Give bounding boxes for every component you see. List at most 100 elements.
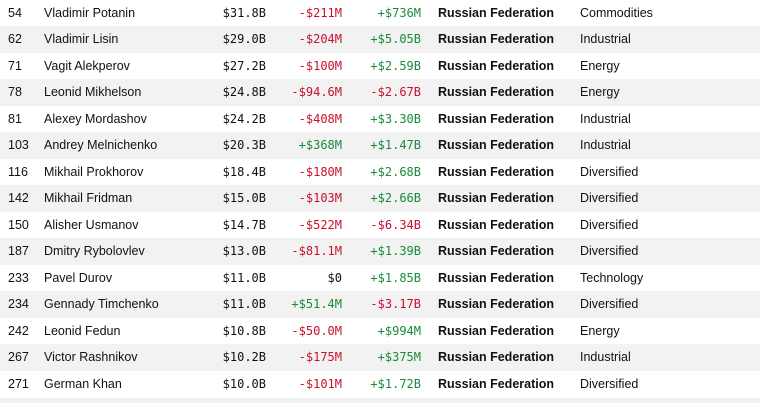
ytd-change-cell: +$5.05B [370, 32, 421, 46]
industry-cell: Energy [580, 58, 620, 73]
industry-cell: Diversified [580, 297, 639, 311]
rank-cell: 62 [8, 32, 22, 46]
rank-cell: 271 [8, 376, 29, 391]
name-cell: Vladimir Lisin [44, 32, 119, 46]
country-cell: Russian Federation [438, 217, 554, 232]
table-row[interactable]: 71 Vagit Alekperov $27.2B -$100M +$2.59B Russ… [0, 53, 760, 80]
name-cell: Pavel Durov [44, 270, 113, 285]
country-cell: Russian Federation [438, 6, 554, 20]
ytd-change-cell: +$736M [377, 6, 421, 20]
ytd-change-cell: +$1.39B [370, 244, 421, 258]
table-row[interactable]: 62 Vladimir Lisin $29.0B -$204M +$5.05B Russi… [0, 26, 760, 53]
rank-cell: 234 [8, 297, 29, 311]
table-row[interactable]: 78 Leonid Mikhelson $24.8B -$94.6M -$2.67B Ru… [0, 79, 760, 106]
table-row[interactable]: 142 Mikhail Fridman $15.0B -$103M +$2.66B Rus… [0, 185, 760, 212]
ytd-change-cell: +$2.59B [370, 58, 421, 73]
name-cell: Alexey Mordashov [44, 111, 147, 126]
country-cell: Russian Federation [438, 164, 554, 179]
rank-cell: 142 [8, 191, 29, 205]
last-change-cell: -$204M [298, 32, 342, 46]
country-cell: Russian Federation [438, 376, 554, 391]
name-cell: Alisher Usmanov [44, 217, 139, 232]
last-change-cell: -$101M [298, 376, 342, 391]
name-cell: Victor Rashnikov [44, 350, 138, 364]
industry-cell: Industrial [580, 111, 631, 126]
ytd-change-cell: +$2.68B [370, 164, 421, 179]
rank-cell: 242 [8, 323, 29, 338]
country-cell: Russian Federation [438, 191, 554, 205]
industry-cell: Diversified [580, 191, 639, 205]
country-cell: Russian Federation [438, 270, 554, 285]
industry-cell: Industrial [580, 138, 631, 152]
rank-cell: 103 [8, 138, 29, 152]
net-worth-cell: $31.8B [222, 6, 266, 20]
country-cell: Russian Federation [438, 32, 554, 46]
net-worth-cell: $14.7B [222, 217, 266, 232]
country-cell: Russian Federation [438, 58, 554, 73]
country-cell: Russian Federation [438, 244, 554, 258]
table-row[interactable]: 103 Andrey Melnichenko $20.3B +$368M +$1.47B… [0, 132, 760, 159]
rank-cell: 233 [8, 270, 29, 285]
name-cell: Vagit Alekperov [44, 58, 130, 73]
net-worth-cell: $15.0B [222, 191, 266, 205]
table-row[interactable]: 234 Gennady Timchenko $11.0B +$51.4M -$3.17B… [0, 291, 760, 318]
industry-cell: Commodities [580, 6, 653, 20]
industry-cell: Diversified [580, 376, 639, 391]
net-worth-cell: $10.2B [222, 350, 266, 364]
net-worth-cell: $27.2B [222, 58, 266, 73]
rank-cell: 150 [8, 217, 29, 232]
table-row[interactable]: 242 Leonid Fedun $10.8B -$50.0M +$994M Russia… [0, 318, 760, 345]
industry-cell: Industrial [580, 32, 631, 46]
country-cell: Russian Federation [438, 85, 554, 99]
rank-cell: 78 [8, 85, 22, 99]
industry-cell: Technology [580, 270, 644, 285]
table-bottom-edge [0, 398, 760, 403]
name-cell: Mikhail Fridman [44, 191, 133, 205]
net-worth-cell: $10.0B [222, 376, 266, 391]
ytd-change-cell: +$375M [377, 350, 421, 364]
table-row[interactable]: 267 Victor Rashnikov $10.2B -$175M +$375M Rus… [0, 344, 760, 371]
last-change-cell: -$81.1M [291, 244, 342, 258]
table-row[interactable]: 271 German Khan $10.0B -$101M +$1.72B Russian… [0, 371, 760, 398]
table-row[interactable]: 54 Vladimir Potanin $31.8B -$211M +$736M Russ… [0, 0, 760, 26]
ytd-change-cell: -$2.67B [370, 85, 421, 99]
table-row[interactable]: 81 Alexey Mordashov $24.2B -$408M +$3.30B Rus… [0, 106, 760, 133]
ytd-change-cell: +$1.85B [370, 270, 421, 285]
rank-cell: 71 [8, 58, 22, 73]
table-row[interactable]: 150 Alisher Usmanov $14.7B -$522M -$6.34B Rus… [0, 212, 760, 239]
name-cell: Andrey Melnichenko [44, 138, 158, 152]
table-row[interactable]: 233 Pavel Durov $11.0B $0 +$1.85B Russian Fed… [0, 265, 760, 292]
name-cell: Dmitry Rybolovlev [44, 244, 145, 258]
country-cell: Russian Federation [438, 297, 554, 311]
net-worth-cell: $18.4B [222, 164, 266, 179]
last-change-cell: -$100M [298, 58, 342, 73]
last-change-cell: $0 [327, 270, 342, 285]
name-cell: German Khan [44, 376, 122, 391]
ytd-change-cell: -$6.34B [370, 217, 421, 232]
rank-cell: 81 [8, 111, 22, 126]
rank-cell: 54 [8, 6, 22, 20]
last-change-cell: -$408M [298, 111, 342, 126]
net-worth-cell: $10.8B [222, 323, 266, 338]
ytd-change-cell: +$3.30B [370, 111, 421, 126]
name-cell: Leonid Mikhelson [44, 85, 142, 99]
industry-cell: Energy [580, 323, 620, 338]
country-cell: Russian Federation [438, 323, 554, 338]
last-change-cell: -$175M [298, 350, 342, 364]
last-change-cell: -$522M [298, 217, 342, 232]
industry-cell: Diversified [580, 244, 639, 258]
name-cell: Mikhail Prokhorov [44, 164, 144, 179]
ytd-change-cell: +$1.47B [370, 138, 421, 152]
last-change-cell: +$368M [298, 138, 342, 152]
ytd-change-cell: +$2.66B [370, 191, 421, 205]
industry-cell: Diversified [580, 217, 639, 232]
net-worth-cell: $24.2B [222, 111, 266, 126]
last-change-cell: -$94.6M [291, 85, 342, 99]
net-worth-cell: $20.3B [222, 138, 266, 152]
ytd-change-cell: +$994M [377, 323, 421, 338]
rank-cell: 267 [8, 350, 29, 364]
rank-cell: 116 [8, 164, 28, 179]
industry-cell: Energy [580, 85, 620, 99]
table-row[interactable]: 116 Mikhail Prokhorov $18.4B -$180M +$2.68B R… [0, 159, 760, 186]
table-row[interactable]: 187 Dmitry Rybolovlev $13.0B -$81.1M +$1.39B… [0, 238, 760, 265]
